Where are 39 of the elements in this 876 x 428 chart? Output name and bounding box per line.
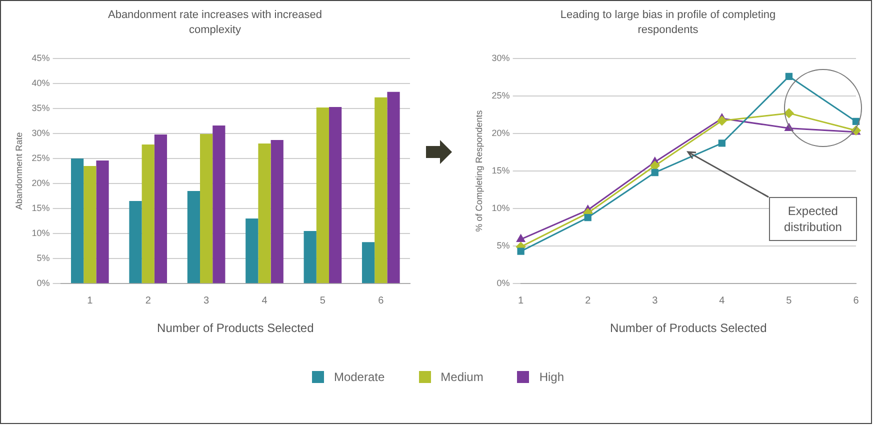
y-tick-label: 30% — [492, 52, 510, 63]
y-tick-label: 25% — [32, 152, 50, 163]
y-tick-label: 35% — [32, 102, 50, 113]
x-tick-label: 6 — [378, 295, 384, 306]
y-tick-label: 10% — [492, 203, 510, 214]
chart-title: Abandonment rate increases with increased complexity — [106, 8, 323, 38]
y-tick-label: 40% — [32, 78, 50, 88]
x-tick-label: 5 — [320, 295, 326, 306]
x-tick-label: 4 — [262, 295, 268, 306]
y-tick-label: 5% — [496, 240, 510, 251]
x-tick-label: 3 — [204, 295, 210, 306]
annotation: Expected distribution — [768, 197, 857, 242]
y-tick-label: 5% — [36, 253, 50, 264]
y-tick-label: 30% — [32, 128, 50, 138]
y-tick-label: 20% — [32, 178, 50, 188]
legend-label: High — [538, 370, 564, 384]
x-tick-label: 2 — [145, 295, 152, 306]
x-tick-label: 6 — [853, 295, 860, 306]
y-tick-label: 0% — [36, 278, 50, 288]
x-tick-label: 4 — [719, 295, 726, 306]
y-tick-label: 20% — [492, 128, 510, 138]
y-tick-label: 15% — [32, 203, 50, 214]
y-axis-title: Abandonment Rate — [14, 132, 24, 210]
chart-title: Leading to large bias in profile of completing respondents — [559, 8, 777, 38]
x-tick-label: 2 — [585, 295, 592, 306]
legend-label: Moderate — [332, 370, 385, 384]
legend-label: Medium — [440, 370, 484, 384]
y-axis-title: % of Completing Respondents — [474, 110, 484, 232]
y-tick-label: 45% — [32, 52, 50, 63]
y-tick-label: 15% — [492, 165, 510, 176]
y-tick-label: 10% — [32, 228, 50, 238]
x-axis-title: Number of Products Selected — [610, 321, 767, 336]
x-tick-label: 1 — [518, 295, 524, 306]
y-tick-label: 25% — [492, 90, 510, 100]
x-tick-label: 5 — [786, 295, 792, 306]
x-tick-label: 3 — [652, 295, 658, 306]
x-tick-label: 1 — [87, 295, 94, 306]
y-tick-label: 0% — [496, 278, 510, 288]
x-axis-title: Number of Products Selected — [157, 321, 314, 336]
